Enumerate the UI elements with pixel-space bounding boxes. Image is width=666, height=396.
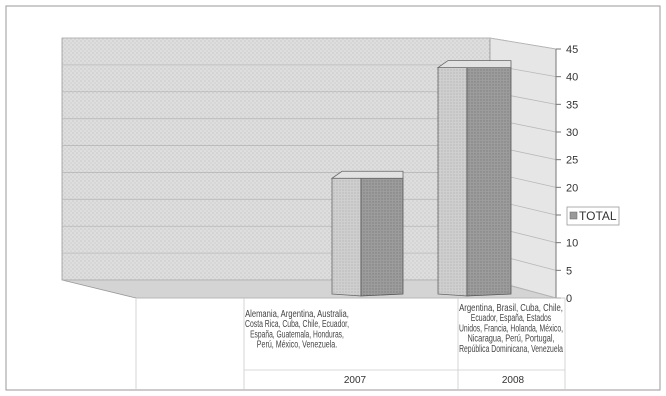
- category-countries-2008-line-5: República Dominicana, Venezuela: [459, 344, 563, 355]
- bar-face-top-2007: [330, 170, 404, 179]
- y-tick-label-5: 5: [566, 265, 572, 277]
- legend-label: TOTAL: [579, 209, 617, 223]
- bar-2007: [330, 170, 404, 297]
- bar-2008: [436, 60, 512, 297]
- category-countries-2008-line-2: Ecuador, España, Estados: [471, 313, 551, 324]
- legend: TOTAL: [566, 206, 620, 226]
- bar-face-left-2008: [437, 67, 468, 297]
- legend-swatch: [569, 211, 578, 220]
- legend-box: [566, 206, 620, 226]
- category-label-2007: 2007: [344, 375, 367, 386]
- bar-face-front-2008: [466, 67, 512, 297]
- y-tick-label-10: 10: [566, 238, 578, 250]
- category-countries-2007-line-1: Alemania, Argentina, Australia,: [245, 309, 349, 320]
- y-tick-label-40: 40: [566, 72, 578, 84]
- bar-face-top-2008: [436, 60, 512, 68]
- y-tick-label-25: 25: [566, 155, 578, 167]
- gridline-side-45: [489, 37, 557, 50]
- category-countries-2008-line-4: Nicaragua, Perú, Portugal,: [467, 334, 554, 345]
- bar-face-front-2007: [360, 177, 404, 297]
- category-table: [135, 297, 566, 390]
- y-tick-label-0: 0: [566, 293, 572, 305]
- category-labels: Alemania, Argentina, Australia,Costa Ric…: [245, 303, 563, 386]
- bars: [330, 60, 512, 297]
- back-wall: [61, 37, 491, 281]
- bar-face-left-2007: [331, 177, 362, 297]
- category-countries-2007-line-3: España, Guatemala, Honduras,: [250, 329, 344, 340]
- y-tick-label-45: 45: [566, 44, 578, 56]
- y-tick-label-30: 30: [566, 127, 578, 139]
- y-tick-label-35: 35: [566, 99, 578, 111]
- y-tick-label-20: 20: [566, 182, 578, 194]
- category-countries-2007-line-4: Perú, México, Venezuela.: [257, 340, 337, 351]
- category-countries-2007-line-2: Costa Rica, Cuba, Chile, Ecuador,: [245, 319, 349, 330]
- y-axis-ticks: 051015202530354045: [556, 44, 578, 305]
- category-countries-2008-line-1: Argentina, Brasil, Cuba, Chile,: [459, 303, 563, 314]
- category-countries-2008-line-3: Unidos, Francia, Holanda, México,: [459, 323, 563, 334]
- category-label-2008: 2008: [502, 375, 525, 386]
